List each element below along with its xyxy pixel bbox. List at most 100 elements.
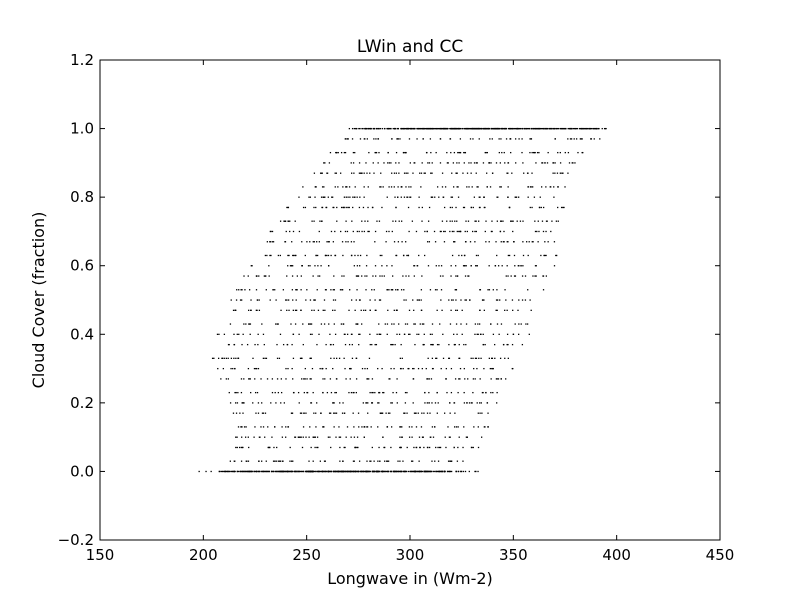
scatter-point	[379, 333, 382, 335]
scatter-point	[316, 241, 318, 243]
scatter-point	[361, 426, 363, 428]
scatter-point	[449, 402, 451, 404]
scatter-point	[346, 230, 349, 233]
scatter-point	[314, 299, 316, 301]
scatter-point	[384, 446, 386, 449]
scatter-point	[526, 323, 529, 325]
scatter-point	[275, 299, 277, 301]
scatter-point	[323, 299, 326, 301]
scatter-point	[422, 138, 424, 140]
scatter-point	[457, 151, 459, 154]
scatter-point	[404, 402, 407, 404]
scatter-point	[348, 206, 350, 209]
scatter-point	[445, 367, 447, 370]
scatter-point	[541, 162, 543, 164]
scatter-point	[330, 357, 332, 359]
scatter-point	[340, 151, 343, 154]
scatter-point	[418, 206, 420, 209]
scatter-point	[455, 265, 457, 267]
scatter-point	[334, 172, 336, 174]
scatter-point	[504, 289, 506, 291]
scatter-point	[391, 343, 393, 346]
scatter-point	[344, 470, 346, 473]
scatter-point	[475, 162, 478, 164]
scatter-point	[439, 162, 442, 164]
scatter-point	[490, 230, 493, 233]
scatter-point	[267, 446, 269, 449]
scatter-point	[597, 127, 600, 130]
scatter-point	[500, 378, 502, 380]
scatter-point	[553, 186, 555, 188]
scatter-point	[316, 436, 319, 438]
scatter-point	[378, 333, 380, 335]
scatter-point	[272, 460, 275, 462]
scatter-point	[255, 289, 258, 291]
scatter-point	[346, 470, 348, 473]
scatter-point	[366, 254, 368, 257]
scatter-point	[235, 391, 237, 394]
scatter-point	[257, 412, 260, 414]
scatter-point	[345, 436, 347, 438]
scatter-point	[402, 470, 404, 473]
x-tick-label: 300	[396, 546, 425, 564]
scatter-point	[336, 220, 338, 222]
scatter-point	[368, 230, 370, 233]
scatter-point	[241, 470, 243, 473]
scatter-point	[486, 402, 489, 404]
scatter-point	[369, 391, 371, 394]
scatter-point	[313, 172, 316, 174]
scatter-point	[478, 138, 480, 140]
scatter-point	[472, 391, 474, 394]
scatter-point	[385, 241, 387, 243]
scatter-point	[421, 275, 423, 277]
scatter-point	[454, 378, 457, 380]
scatter-point	[455, 206, 457, 209]
scatter-point	[378, 470, 380, 473]
scatter-point	[230, 357, 233, 359]
scatter-point	[538, 127, 540, 130]
scatter-point	[374, 265, 377, 267]
scatter-point	[458, 436, 460, 438]
scatter-point	[456, 230, 458, 233]
scatter-point	[369, 333, 371, 335]
scatter-point	[475, 254, 478, 257]
scatter-point	[472, 127, 474, 130]
scatter-point	[361, 220, 363, 222]
scatter-point	[388, 230, 390, 233]
scatter-point	[263, 275, 265, 277]
scatter-point	[303, 412, 305, 414]
scatter-point	[356, 446, 358, 449]
scatter-point	[575, 138, 578, 140]
scatter-point	[428, 470, 430, 473]
scatter-point	[399, 436, 401, 438]
scatter-point	[251, 470, 253, 473]
scatter-point	[386, 333, 388, 335]
scatter-point	[420, 426, 423, 428]
scatter-point	[247, 275, 249, 277]
scatter-point	[438, 343, 440, 346]
scatter-point	[328, 162, 331, 164]
scatter-point	[312, 241, 314, 243]
scatter-point	[431, 196, 434, 198]
scatter-point	[560, 127, 562, 130]
scatter-point	[557, 151, 559, 154]
scatter-point	[468, 275, 470, 277]
scatter-point	[405, 241, 407, 243]
scatter-point	[439, 138, 442, 140]
scatter-point	[375, 151, 378, 154]
scatter-point	[434, 196, 436, 198]
scatter-point	[379, 460, 381, 462]
scatter-point	[496, 127, 498, 130]
scatter-point	[227, 378, 230, 380]
scatter-point	[414, 470, 417, 473]
scatter-point	[442, 196, 445, 198]
scatter-point	[436, 412, 438, 414]
scatter-point	[440, 127, 442, 130]
scatter-point	[395, 151, 398, 154]
scatter-point	[256, 309, 258, 311]
scatter-point	[292, 309, 294, 311]
scatter-point	[454, 289, 456, 291]
scatter-point	[546, 220, 548, 222]
scatter-point	[476, 367, 478, 370]
